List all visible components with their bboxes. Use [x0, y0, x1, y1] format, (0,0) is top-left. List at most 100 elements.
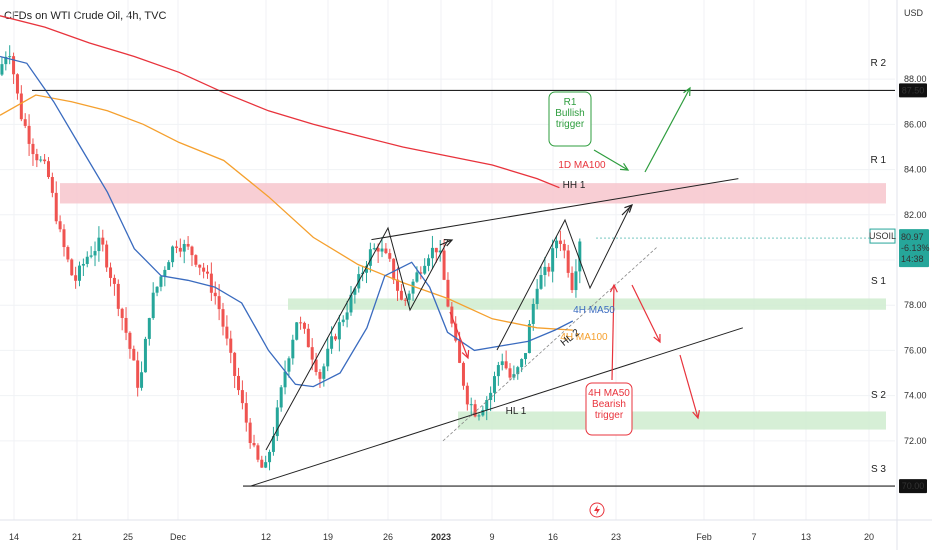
candle-body[interactable]: [543, 266, 547, 276]
candle-body[interactable]: [89, 255, 93, 257]
candle-body[interactable]: [198, 264, 202, 268]
candle-body[interactable]: [85, 256, 89, 264]
candle-body[interactable]: [143, 338, 147, 373]
candle-body[interactable]: [132, 348, 136, 361]
candle-body[interactable]: [268, 451, 272, 463]
candle-body[interactable]: [504, 361, 508, 369]
candle-body[interactable]: [217, 296, 221, 310]
candle-body[interactable]: [492, 376, 496, 393]
candle-body[interactable]: [15, 74, 19, 94]
candle-body[interactable]: [140, 372, 144, 388]
candle-body[interactable]: [535, 288, 539, 304]
candle-body[interactable]: [500, 361, 504, 366]
candle-body[interactable]: [454, 323, 458, 341]
candle-body[interactable]: [326, 348, 330, 367]
candle-body[interactable]: [578, 241, 582, 272]
candle-body[interactable]: [35, 154, 39, 161]
candle-body[interactable]: [555, 240, 559, 249]
candle-body[interactable]: [105, 244, 109, 268]
candle-body[interactable]: [244, 403, 248, 423]
candle-body[interactable]: [43, 159, 47, 162]
candle-body[interactable]: [97, 237, 101, 252]
candle-body[interactable]: [489, 392, 493, 401]
candle-body[interactable]: [415, 272, 419, 282]
candle-body[interactable]: [116, 283, 120, 309]
candle-body[interactable]: [128, 332, 132, 349]
candle-body[interactable]: [159, 276, 163, 287]
candle-body[interactable]: [380, 248, 384, 252]
candle-body[interactable]: [171, 246, 175, 263]
candle-body[interactable]: [78, 265, 82, 281]
candle-body[interactable]: [465, 385, 469, 405]
candle-body[interactable]: [39, 159, 43, 161]
candle-body[interactable]: [392, 258, 396, 280]
candle-body[interactable]: [174, 246, 178, 248]
candle-body[interactable]: [136, 360, 140, 388]
candle-body[interactable]: [345, 312, 349, 320]
candle-body[interactable]: [151, 292, 155, 319]
candle-body[interactable]: [93, 251, 97, 256]
candle-body[interactable]: [23, 119, 27, 126]
candle-body[interactable]: [551, 248, 555, 272]
candle-body[interactable]: [508, 368, 512, 378]
candle-body[interactable]: [547, 266, 551, 272]
candle-body[interactable]: [473, 404, 477, 417]
candle-body[interactable]: [458, 340, 462, 363]
candle-body[interactable]: [248, 422, 252, 444]
candle-body[interactable]: [341, 319, 345, 323]
candle-body[interactable]: [240, 390, 244, 404]
candle-body[interactable]: [209, 273, 213, 293]
candle-body[interactable]: [306, 328, 310, 348]
candle-body[interactable]: [178, 247, 182, 252]
candle-body[interactable]: [4, 56, 8, 65]
candle-body[interactable]: [46, 161, 50, 178]
candle-body[interactable]: [330, 336, 334, 349]
candle-body[interactable]: [558, 240, 562, 244]
candle-body[interactable]: [66, 247, 70, 260]
candle-body[interactable]: [19, 93, 23, 120]
candle-body[interactable]: [221, 309, 225, 327]
candle-body[interactable]: [190, 246, 194, 256]
candle-body[interactable]: [430, 247, 434, 259]
candle-body[interactable]: [496, 365, 500, 377]
candle-body[interactable]: [512, 374, 516, 378]
candle-body[interactable]: [54, 192, 58, 222]
candle-body[interactable]: [260, 459, 264, 468]
candle-body[interactable]: [349, 294, 353, 313]
candle-body[interactable]: [461, 362, 465, 386]
candle-body[interactable]: [167, 262, 171, 270]
candle-body[interactable]: [120, 308, 124, 318]
candle-body[interactable]: [12, 56, 16, 75]
candle-body[interactable]: [252, 443, 256, 446]
candle-body[interactable]: [256, 445, 260, 460]
candle-body[interactable]: [62, 229, 66, 248]
candle-body[interactable]: [283, 371, 287, 388]
candle-body[interactable]: [411, 281, 415, 294]
candle-body[interactable]: [182, 243, 186, 252]
candle-body[interactable]: [318, 371, 322, 379]
candle-body[interactable]: [322, 366, 326, 379]
candle-body[interactable]: [70, 259, 74, 276]
candle-body[interactable]: [399, 290, 403, 300]
candle-body[interactable]: [388, 253, 392, 259]
candle-body[interactable]: [225, 326, 229, 339]
candles[interactable]: [0, 45, 582, 471]
candle-body[interactable]: [477, 415, 481, 417]
candle-body[interactable]: [314, 359, 318, 372]
candle-body[interactable]: [186, 243, 190, 247]
candle-body[interactable]: [574, 271, 578, 291]
candle-body[interactable]: [163, 269, 167, 277]
candle-body[interactable]: [233, 352, 237, 376]
candle-body[interactable]: [469, 404, 473, 406]
candle-body[interactable]: [531, 303, 535, 324]
candle-body[interactable]: [31, 143, 35, 155]
candle-body[interactable]: [396, 279, 400, 291]
candle-body[interactable]: [205, 271, 209, 274]
candle-body[interactable]: [419, 272, 423, 274]
candle-body[interactable]: [58, 221, 62, 230]
candle-body[interactable]: [237, 375, 241, 391]
candle-body[interactable]: [275, 407, 279, 437]
candle-body[interactable]: [264, 462, 268, 468]
candle-body[interactable]: [520, 359, 524, 368]
